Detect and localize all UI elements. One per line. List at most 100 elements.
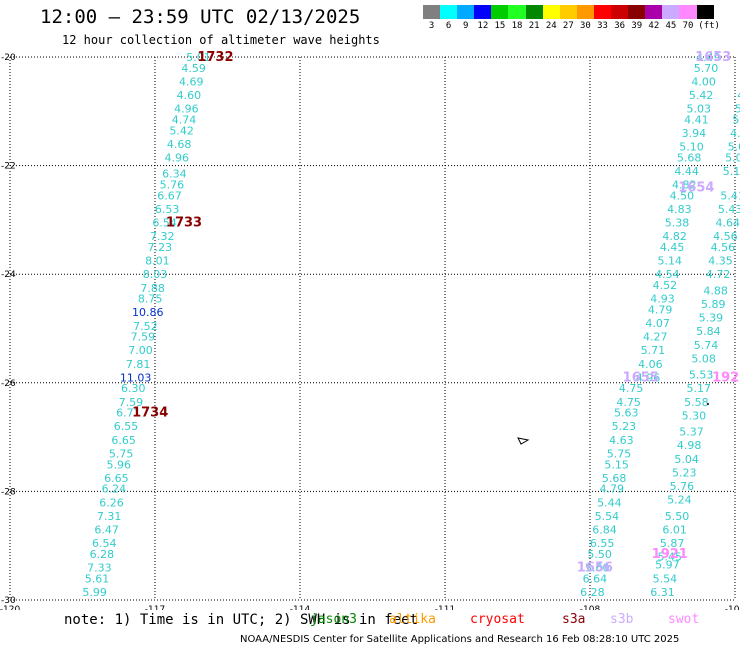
map-title: 12:00 – 23:59 UTC 02/13/2025 [40, 6, 361, 28]
wave-height-value: 5.61 [85, 572, 110, 585]
wave-height-value: 5.60 [585, 561, 610, 574]
colorbar-swatch [508, 5, 526, 19]
wave-height-value: 4.64 [716, 217, 740, 230]
colorbar-swatch [457, 5, 475, 19]
wave-height-value: 4.41 [684, 113, 709, 126]
wave-height-value: 5.12 [735, 103, 740, 116]
island-dot [707, 403, 709, 405]
wave-height-value: 6.64 [583, 572, 608, 585]
wave-height-value: 4.93 [650, 293, 675, 306]
wave-height-value: 4.86 [737, 89, 740, 102]
wave-height-value: 5.08 [691, 352, 716, 365]
wave-height-value: 4.56 [711, 241, 736, 254]
colorbar-swatch [423, 5, 441, 19]
colorbar-label: 36 [614, 21, 626, 31]
wave-height-value: 4.83 [667, 203, 692, 216]
colorbar-swatch [542, 5, 560, 19]
wave-height-value: 6.28 [90, 548, 115, 561]
lat-tick-label: -24 [1, 270, 16, 280]
wave-height-value: 5.76 [160, 179, 185, 192]
colorbar-label: 15 [494, 21, 506, 31]
wave-height-value: 4.59 [181, 62, 206, 75]
wave-height-value: 5.63 [614, 407, 639, 420]
colorbar-label: 24 [545, 21, 557, 31]
lat-tick-label: -30 [1, 596, 16, 606]
wave-height-value: 4.72 [706, 268, 731, 281]
lat-tick-label: -20 [1, 53, 16, 63]
colorbar-swatch [662, 5, 680, 19]
lon-tick-label: -120 [0, 605, 20, 610]
wave-height-value: 5.30 [682, 409, 707, 422]
wave-height-value: 6.28 [580, 586, 605, 599]
lon-tick-label: -108 [580, 605, 601, 610]
wave-height-value: 4.68 [167, 138, 192, 151]
wave-height-value: 5.42 [689, 89, 714, 102]
wave-height-value: 7.59 [131, 331, 156, 344]
wave-height-value: 5.17 [687, 382, 712, 395]
wave-height-value: 5.76 [670, 480, 695, 493]
pass-time-label: 1922 [712, 370, 740, 385]
colorbar-label: 70 [682, 21, 694, 31]
wave-height-value: 7.33 [87, 561, 112, 574]
wave-height-value: 8.03 [143, 268, 168, 281]
wave-height-value: 4.06 [638, 358, 663, 371]
wave-height-value: 6.65 [104, 472, 129, 485]
units-note: note: 1) Time is in UTC; 2) SWH is in fe… [64, 612, 419, 628]
wave-height-value: 5.70 [694, 62, 719, 75]
wave-height-value: 4.60 [177, 89, 202, 102]
wave-height-value: 11.03 [120, 371, 152, 384]
wave-height-value: 6.53 [155, 203, 180, 216]
colorbar-label: 6 [445, 21, 452, 31]
wave-height-value: 5.96 [107, 458, 132, 471]
wave-height-value: 5.75 [109, 447, 134, 460]
pass-time-label: 1733 [166, 216, 202, 231]
wave-height-value: 7.81 [126, 358, 151, 371]
wave-height-value: 5.50 [587, 548, 612, 561]
colorbar-label: 39 [631, 21, 643, 31]
colorbar-label: 45 [665, 21, 677, 31]
colorbar-label: 18 [511, 21, 523, 31]
wave-height-value: 7.23 [148, 241, 173, 254]
wave-height-value: 5.68 [677, 151, 702, 164]
wave-height-value: 6.24 [102, 483, 127, 496]
colorbar-swatch [628, 5, 646, 19]
wave-height-value: 4.96 [165, 151, 190, 164]
colorbar-label: 30 [580, 21, 591, 31]
colorbar-swatch [593, 5, 612, 19]
wave-height-value: 5.99 [82, 586, 107, 599]
wave-height-value: 7.59 [119, 396, 144, 409]
wave-height-colorbar [423, 5, 714, 19]
wave-height-value: 5.12 [732, 113, 740, 126]
colorbar-swatch [576, 5, 594, 19]
satellite-label-s3a: s3a [562, 612, 586, 627]
pass-time-label: 1732 [197, 50, 233, 65]
colorbar-swatch [440, 5, 458, 19]
wave-height-value: 10.86 [132, 306, 164, 319]
wave-height-value: 4.69 [179, 75, 204, 88]
wave-height-value: 5.53 [689, 369, 714, 382]
wave-height-value: 4.79 [600, 483, 625, 496]
colorbar-label: 12 [477, 21, 489, 31]
wave-height-value: 4.07 [645, 317, 670, 330]
lon-tick-label: -114 [290, 605, 311, 610]
lat-tick-label: -22 [1, 162, 16, 172]
wave-height-value: 5.89 [701, 298, 726, 311]
wave-height-value: 5.45 [658, 551, 683, 564]
wave-height-value: 4.82 [662, 230, 687, 243]
pass-time-label: 1653 [695, 50, 731, 65]
wave-height-value: 4.96 [636, 371, 661, 384]
wave-height-value: 5.68 [602, 472, 627, 485]
wave-height-value: 5.54 [653, 572, 678, 585]
colorbar-swatch [645, 5, 663, 19]
wave-height-value: 5.04 [725, 151, 740, 164]
lon-tick-label: -105 [725, 605, 740, 610]
lat-tick-label: -26 [1, 379, 16, 389]
colorbar-label: (ft) [698, 21, 720, 31]
wave-height-value: 5.39 [699, 312, 724, 325]
satellite-label-swot: swot [668, 612, 700, 627]
wave-height-value: 5.41 [720, 189, 740, 202]
wave-height-value: 5.97 [655, 559, 680, 572]
pass-time-label: 1734 [132, 406, 168, 421]
wave-height-value: 5.01 [186, 51, 211, 64]
colorbar-swatch [696, 5, 714, 19]
